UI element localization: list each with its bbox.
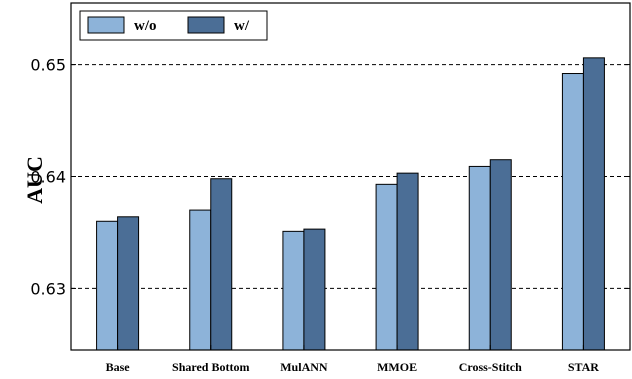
bar-without-star (561, 73, 584, 351)
bars (96, 57, 605, 351)
y-axis-label: AUC (22, 156, 47, 204)
legend-swatch (187, 16, 225, 34)
bar-with-mulann (303, 228, 326, 351)
x-tick-label: STAR (568, 360, 599, 374)
bar-with-star (582, 57, 605, 351)
legend-swatch (87, 16, 125, 34)
x-tick-label: Base (106, 360, 131, 374)
grid-lines (71, 64, 630, 289)
x-tick-label: Cross-Stitch (459, 360, 522, 374)
y-tick-label: 0.65 (30, 56, 66, 75)
y-tick-label: 0.64 (30, 168, 66, 187)
bar-without-mulann (282, 230, 305, 351)
plot-frame (70, 2, 631, 351)
legend-label: w/ (234, 18, 250, 34)
y-axis-ticks: 0.63 0.64 0.65 (30, 56, 630, 298)
x-tick-label: MulANN (280, 360, 328, 374)
bar-with-shared-bottom (210, 178, 233, 351)
legend: w/o w/ (79, 10, 268, 41)
bar-without-cross-stitch (468, 165, 491, 351)
bar-with-mmoe (396, 172, 419, 351)
legend-label: w/o (134, 18, 157, 34)
bar-with-cross-stitch (489, 159, 512, 351)
x-tick-label: MMOE (377, 360, 417, 374)
bar-without-base (96, 220, 119, 351)
bar-without-shared-bottom (189, 209, 212, 351)
y-tick-label: 0.63 (30, 279, 66, 298)
bar-with-base (117, 216, 140, 351)
x-axis-ticks: Base Shared Bottom MulANN MMOE Cross-Stitch S… (106, 345, 599, 374)
x-tick-label: Shared Bottom (172, 360, 249, 374)
bar-without-mmoe (375, 183, 398, 351)
